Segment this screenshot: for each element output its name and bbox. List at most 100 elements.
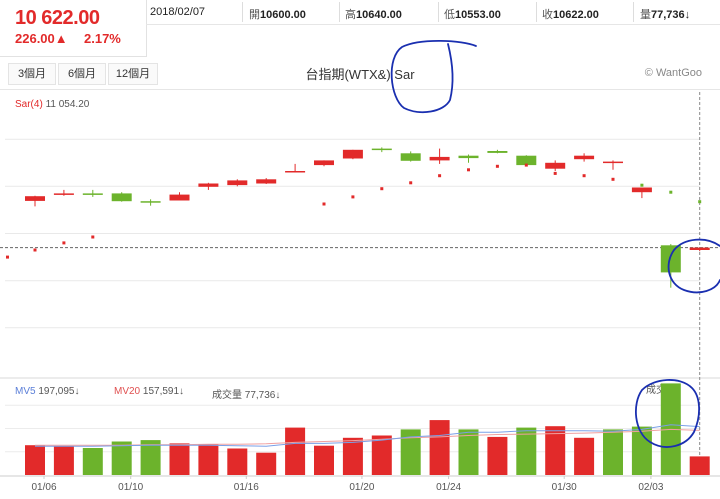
volume-bar (371, 435, 392, 475)
mv5-legend: MV5 197,095↓ (15, 386, 80, 397)
candle-body (314, 160, 334, 166)
candle-body (53, 193, 74, 195)
x-tick-label: 01/10 (118, 482, 143, 493)
volume-bar (140, 440, 161, 475)
candle-body (400, 153, 421, 161)
stat-separator (339, 2, 340, 22)
stat-separator (633, 2, 634, 22)
candle-body (603, 161, 623, 164)
x-tick-label: 01/20 (349, 482, 374, 493)
volume-bar (574, 437, 595, 475)
candle-body (25, 196, 45, 201)
volume-bar (169, 443, 190, 475)
candle-body (689, 247, 710, 250)
last-price: 10 622.00 (15, 7, 100, 29)
ohlc-stats-bar: 2018/02/07 開10600.00 高10640.00 低10553.00… (146, 0, 720, 25)
price-change: 226.00▲ (15, 31, 68, 46)
sar-legend: Sar(4) 11 054.20 (15, 99, 89, 110)
candle-body (458, 155, 479, 159)
x-tick-label: 01/06 (31, 482, 56, 493)
stat-open: 開10600.00 (249, 9, 306, 21)
volume-bar (342, 437, 363, 475)
x-tick-label: 01/24 (436, 482, 461, 493)
candle-body (631, 187, 652, 193)
sar-point (438, 174, 442, 178)
brand-watermark: © WantGoo (644, 67, 702, 79)
stat-separator (536, 2, 537, 22)
volume-bar (400, 429, 421, 475)
sar-point (6, 255, 9, 259)
candle-body (256, 179, 277, 184)
chart-title: 台指期(WTX&) Sar (305, 67, 415, 82)
volume-bar (53, 446, 74, 475)
volume-bar (516, 427, 537, 475)
candle-body (111, 193, 132, 202)
volume-bar (429, 420, 450, 475)
mv5-line (35, 424, 700, 447)
divider (0, 89, 720, 90)
sar-legend-name: Sar(4) (15, 99, 43, 110)
annotation-circle (667, 238, 720, 294)
candle-body (429, 156, 450, 161)
volume-bar (487, 436, 508, 475)
stat-close: 收10622.00 (542, 9, 599, 21)
sar-point (62, 241, 66, 245)
sar-point (698, 200, 702, 204)
sar-point (467, 168, 470, 172)
candle-body (660, 245, 681, 273)
volume-bar (198, 444, 219, 475)
stat-high: 高10640.00 (345, 9, 402, 21)
candle-body (371, 148, 392, 151)
candle-body (516, 155, 537, 166)
candle-body (140, 201, 161, 203)
sar-point (669, 190, 673, 194)
mv20-line (35, 428, 700, 446)
mv20-legend: MV20 157,591↓ (114, 386, 185, 397)
candle-body (82, 193, 103, 195)
volume-bar (256, 452, 277, 475)
sar-point (611, 177, 615, 181)
candle-body (285, 171, 306, 173)
volume-bar (82, 448, 103, 475)
sar-legend-value: 11 054.20 (45, 99, 90, 110)
volume-bar (545, 426, 566, 475)
volume-bar (111, 441, 132, 475)
candle-body (227, 180, 248, 186)
annotation-circle (635, 379, 700, 448)
candle-body (545, 162, 566, 169)
candle-body (342, 149, 363, 159)
sar-point (553, 171, 557, 175)
sar-point (351, 195, 355, 199)
sar-point (322, 202, 326, 206)
volume-bar (285, 427, 306, 475)
volume-bar (227, 448, 248, 475)
sar-point (495, 164, 499, 168)
x-tick-label: 02/03 (638, 482, 663, 493)
sar-point (582, 174, 586, 178)
x-tick-label: 01/30 (552, 482, 577, 493)
range-6m-button[interactable]: 6個月 (58, 63, 106, 85)
price-change-percent: 2.17% (84, 31, 121, 46)
stat-volume: 量77,736↓ (640, 9, 691, 21)
volume-legend: 成交量 77,736↓ (212, 390, 281, 401)
sar-point (33, 248, 37, 252)
candle-body (198, 183, 219, 187)
sar-point (91, 235, 95, 239)
volume-bar (25, 445, 45, 475)
x-tick-label: 01/16 (234, 482, 259, 493)
sar-point (640, 183, 644, 187)
candle-body (574, 155, 595, 160)
candle-body (487, 151, 508, 153)
volume-bar (314, 445, 334, 475)
candle-body (169, 194, 190, 201)
sar-point (380, 187, 384, 191)
range-12m-button[interactable]: 12個月 (108, 63, 158, 85)
volume-bar (689, 456, 710, 475)
stat-separator (438, 2, 439, 22)
volume-bar (458, 429, 479, 475)
stat-date: 2018/02/07 (150, 6, 206, 18)
range-3m-button[interactable]: 3個月 (8, 63, 56, 85)
volume-bar (603, 429, 623, 475)
sar-point (524, 163, 528, 167)
